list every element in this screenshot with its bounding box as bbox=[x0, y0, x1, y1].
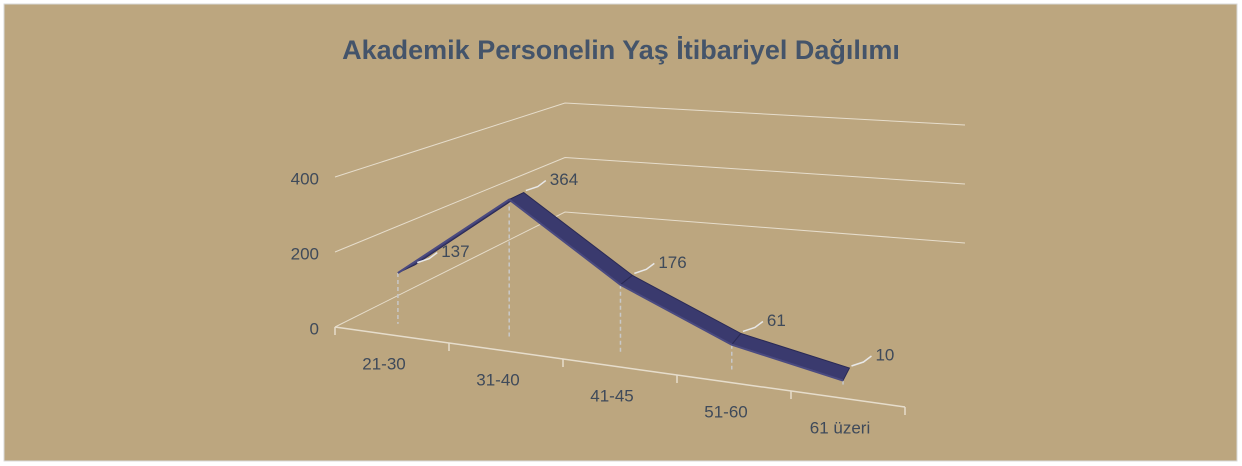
grid-line bbox=[334, 211, 966, 328]
y-tick-label: 400 bbox=[291, 169, 319, 188]
grid-line bbox=[334, 102, 966, 178]
leader-line bbox=[851, 355, 872, 367]
leader-line bbox=[416, 252, 438, 264]
line bbox=[397, 198, 844, 382]
data-label: 61 bbox=[767, 311, 786, 330]
y-tick-label: 0 bbox=[310, 319, 319, 338]
data-label: 137 bbox=[441, 242, 469, 261]
y-tick-label: 200 bbox=[291, 244, 319, 263]
grid-line bbox=[334, 156, 966, 253]
data-label: 176 bbox=[658, 253, 686, 272]
x-tick-label: 51-60 bbox=[704, 402, 747, 421]
x-tick-label: 21-30 bbox=[362, 354, 405, 373]
data-label: 10 bbox=[875, 346, 894, 365]
x-tick-label: 41-45 bbox=[590, 386, 633, 405]
x-tick-label: 61 üzeri bbox=[810, 418, 870, 437]
leader-line bbox=[634, 262, 655, 275]
leader-line bbox=[742, 320, 764, 333]
chart-title: Akademik Personelin Yaş İtibariyel Dağıl… bbox=[342, 35, 900, 65]
x-tick-label: 31-40 bbox=[476, 370, 519, 389]
chart-area bbox=[3, 3, 1238, 462]
data-label: 364 bbox=[550, 170, 578, 189]
x-axis bbox=[334, 326, 906, 408]
leader-line bbox=[525, 179, 547, 192]
